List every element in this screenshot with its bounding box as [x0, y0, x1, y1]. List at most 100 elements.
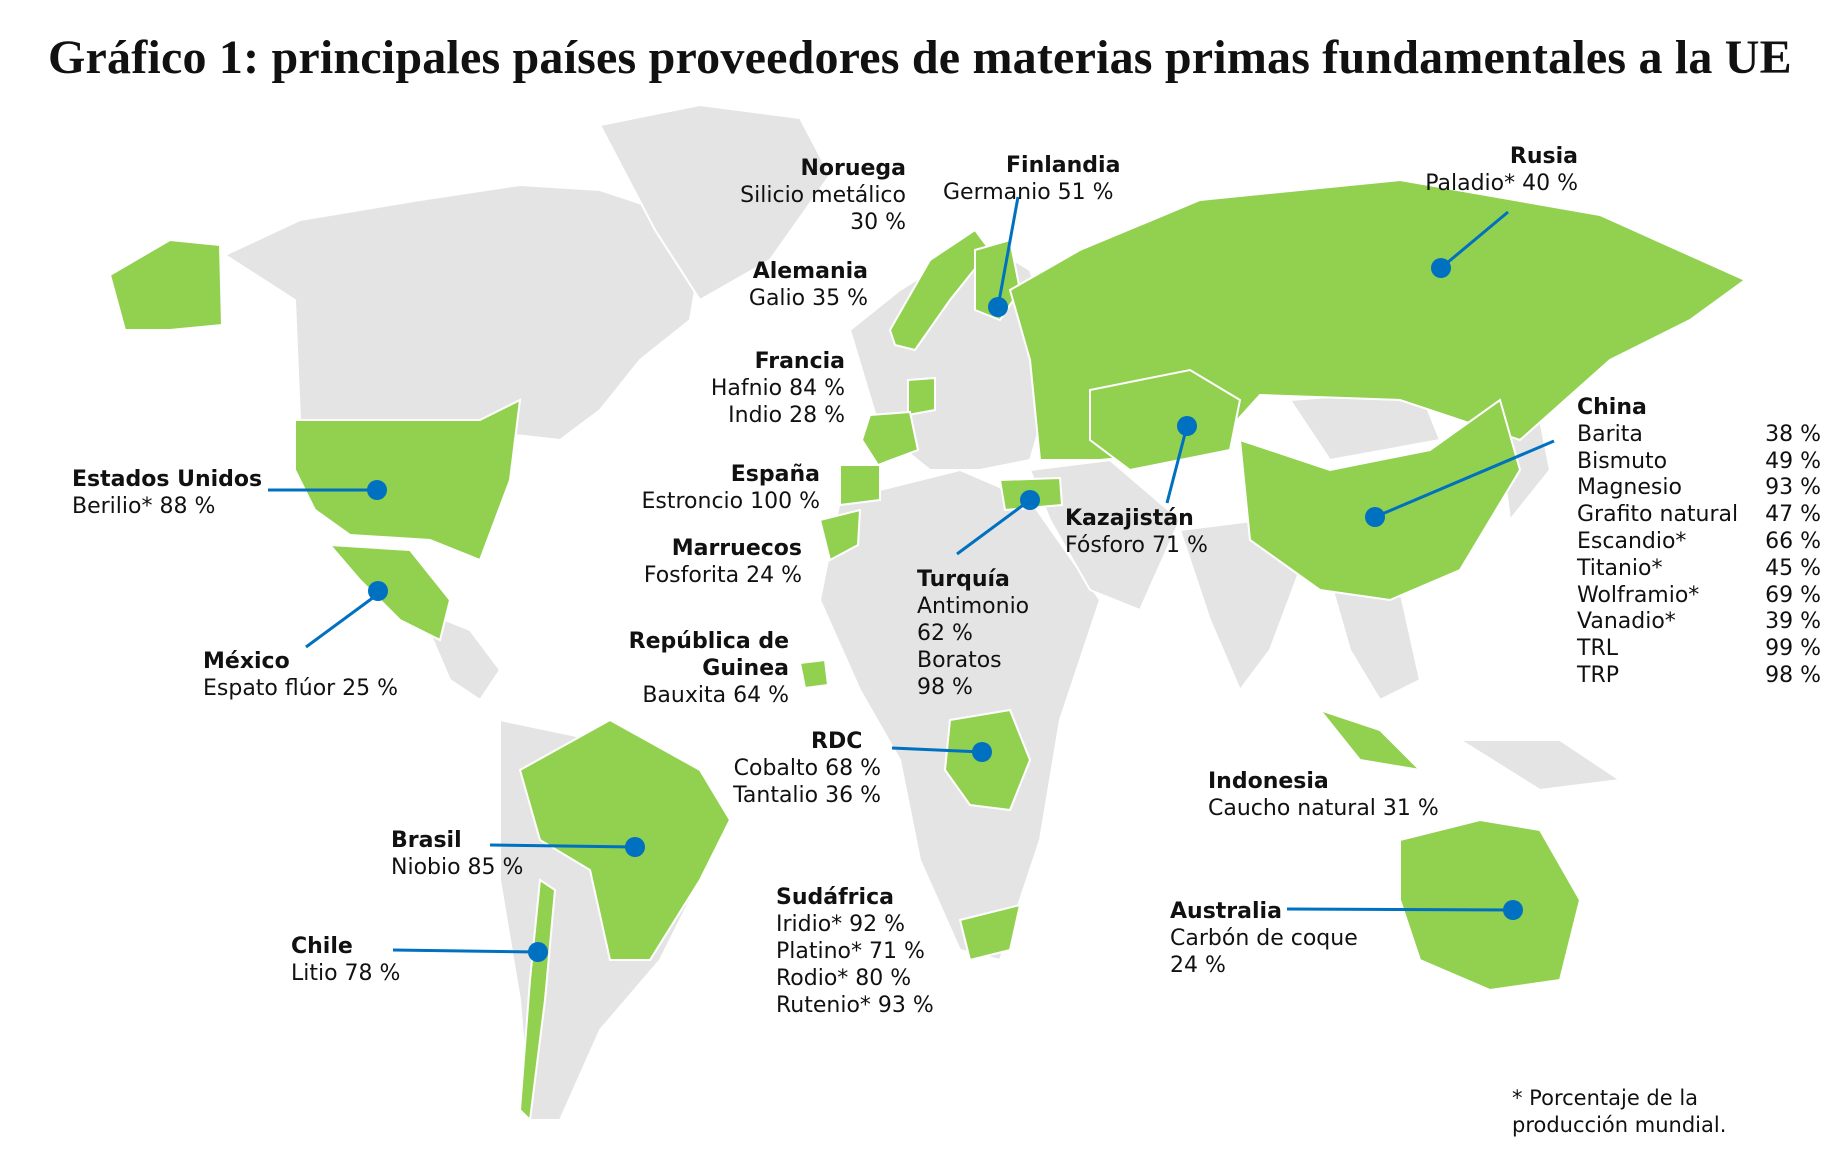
- label-indonesia: Indonesia Caucho natural 31 %: [1208, 768, 1439, 822]
- material-line: Estroncio 100 %: [641, 489, 820, 514]
- marker-china: [1365, 507, 1385, 527]
- label-mexico: México Espato flúor 25 %: [203, 648, 398, 702]
- material-line: Espato flúor 25 %: [203, 676, 399, 701]
- australia: [1399, 818, 1582, 992]
- material-line: Fósforo 71 %: [1065, 533, 1208, 558]
- land-greenland: [598, 103, 832, 302]
- south-africa: [958, 903, 1022, 962]
- connector-brasil: [489, 843, 636, 849]
- marker-australia: [1503, 900, 1523, 920]
- highlighted-countries: [108, 178, 1747, 1123]
- material-share: 98 %: [1765, 662, 1821, 688]
- china-row: TRP 98 %: [1577, 663, 1821, 690]
- material-name: Magnesio: [1577, 475, 1682, 501]
- label-francia: Francia Hafnio 84 % Indio 28 %: [700, 348, 845, 429]
- material-line: Iridio* 92 %: [776, 912, 906, 937]
- country-name: Francia: [754, 349, 845, 374]
- material-name: Barita: [1577, 421, 1643, 447]
- marker-turquia: [1020, 490, 1040, 510]
- china-row: Barita 38 %: [1577, 422, 1821, 449]
- indonesia: [1317, 707, 1423, 772]
- material-line: Caucho natural 31 %: [1208, 796, 1439, 821]
- label-china: China Barita 38 % Bismuto 49 % Magnesio 93 …: [1577, 395, 1821, 690]
- footnote-line: * Porcentaje de la: [1512, 1086, 1699, 1110]
- label-eeuu: Estados Unidos Berilio* 88 %: [72, 466, 262, 520]
- kazakhstan: [1089, 368, 1242, 472]
- material-share: 39 %: [1765, 609, 1821, 635]
- material-share: 93 %: [1765, 475, 1821, 501]
- china-row: Escandio* 66 %: [1577, 529, 1821, 556]
- label-sudafrica: Sudáfrica Iridio* 92 % Platino* 71 % Rod…: [776, 884, 934, 1019]
- china-row: Grafito natural 47 %: [1577, 502, 1821, 529]
- material-line: 30 %: [850, 210, 906, 235]
- finland: [974, 238, 1022, 322]
- material-name: TRP: [1577, 662, 1619, 688]
- usa: [294, 398, 522, 562]
- country-name: China: [1577, 395, 1647, 420]
- material-line: Fosforita 24 %: [643, 563, 802, 588]
- label-brasil: Brasil Niobio 85 %: [391, 827, 523, 881]
- china-row: TRL 99 %: [1577, 636, 1821, 663]
- connector-china: [1374, 439, 1555, 519]
- country-name: México: [203, 649, 290, 674]
- material-line: Tantalio 36 %: [733, 783, 881, 808]
- alaska: [108, 238, 224, 331]
- marker-rusia: [1431, 258, 1451, 278]
- connector-turquia: [956, 498, 1031, 556]
- material-share: 49 %: [1765, 448, 1821, 474]
- label-rusia: Rusia Paladio* 40 %: [1360, 143, 1578, 197]
- country-name: Indonesia: [1208, 769, 1329, 794]
- marker-finlandia: [988, 297, 1008, 317]
- land-canada: [222, 183, 702, 442]
- material-line: Indio 28 %: [728, 403, 845, 428]
- germany: [907, 376, 936, 417]
- connector-kazajistan: [1165, 425, 1189, 504]
- material-line: Litio 78 %: [291, 961, 401, 986]
- country-name: Australia: [1170, 899, 1282, 924]
- material-name: Grafito natural: [1577, 502, 1739, 528]
- country-name: Marruecos: [671, 536, 802, 561]
- material-line: 62 %: [917, 621, 973, 646]
- label-alemania: Alemania Galio 35 %: [715, 258, 868, 312]
- marker-kazajistan: [1177, 416, 1197, 436]
- china-row: Titanio* 45 %: [1577, 556, 1821, 583]
- label-espana: España Estroncio 100 %: [635, 461, 820, 515]
- connector-finlandia: [996, 196, 1020, 308]
- markers: [367, 258, 1523, 962]
- china: [1238, 398, 1522, 602]
- spain: [839, 464, 881, 507]
- material-line: Silicio metálico: [740, 183, 906, 208]
- material-line: Bauxita 64 %: [642, 683, 789, 708]
- country-name: Rusia: [1509, 144, 1578, 169]
- country-name: Estados Unidos: [72, 467, 263, 492]
- material-line: Rodio* 80 %: [776, 966, 912, 991]
- china-row: Bismuto 49 %: [1577, 449, 1821, 476]
- label-marruecos: Marruecos Fosforita 24 %: [636, 535, 802, 589]
- label-turquia: Turquía Antimonio 62 % Boratos 98 %: [917, 566, 1029, 701]
- country-name: Finlandia: [1006, 153, 1121, 178]
- country-name: Chile: [291, 934, 353, 959]
- label-noruega: Noruega Silicio metálico 30 %: [719, 155, 906, 236]
- china-row: Wolframio* 69 %: [1577, 583, 1821, 610]
- brasil: [518, 718, 732, 961]
- material-line: Boratos: [917, 648, 1002, 673]
- country-name: Brasil: [391, 828, 462, 853]
- material-line: Niobio 85 %: [391, 855, 524, 880]
- country-name: RDC: [811, 729, 863, 754]
- marker-eeuu: [367, 480, 387, 500]
- label-chile: Chile Litio 78 %: [291, 933, 400, 987]
- mexico: [327, 543, 452, 642]
- country-name: Alemania: [752, 259, 868, 284]
- marker-mexico: [368, 581, 388, 601]
- china-row: Vanadio* 39 %: [1577, 609, 1821, 636]
- label-finlandia: Finlandia Germanio 51 %: [943, 152, 1120, 206]
- connector-rdc: [891, 746, 983, 754]
- material-name: Titanio*: [1577, 555, 1663, 581]
- material-line: 24 %: [1170, 953, 1226, 978]
- marker-brasil: [625, 837, 645, 857]
- norway: [888, 228, 992, 352]
- material-name: Bismuto: [1577, 448, 1668, 474]
- material-line: Galio 35 %: [748, 286, 868, 311]
- label-guinea: República de Guinea Bauxita 64 %: [620, 628, 789, 709]
